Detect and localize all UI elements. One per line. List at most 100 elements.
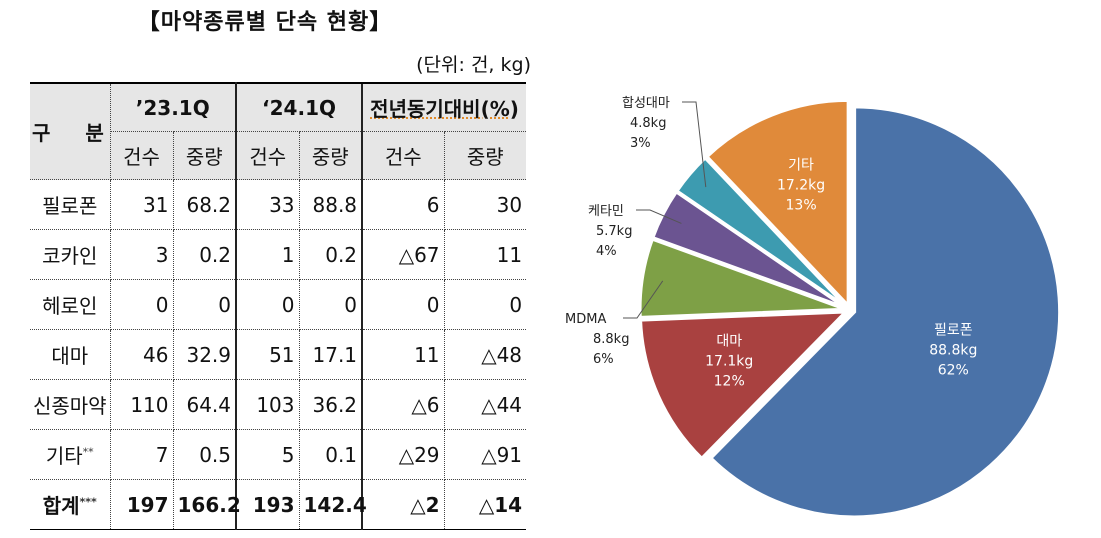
- cell-yw: △91: [444, 429, 527, 480]
- col-weight-24: 중량: [299, 131, 363, 180]
- cell-yc: 0: [361, 279, 445, 330]
- slice-label-percent_label: 13%: [786, 197, 817, 213]
- slice-label-name: 합성대마: [622, 96, 670, 111]
- yoy-header: 전년동기대비(%): [361, 82, 527, 132]
- col-count-yoy: 건수: [361, 131, 445, 180]
- footnote-marker: ***: [79, 495, 97, 509]
- cell-c24: 103: [236, 379, 300, 430]
- cell-yc: △2: [361, 479, 445, 530]
- table-row: 대마 46 32.9 51 17.1 11 △48: [30, 329, 527, 380]
- period-2-header: ‘24.1Q: [236, 82, 363, 132]
- cell-c24: 0: [236, 279, 300, 330]
- row-label-text: 코카인: [42, 244, 98, 268]
- cell-w24: 142.4: [299, 479, 367, 530]
- col-count-24: 건수: [236, 131, 300, 180]
- row-label: 합계***: [30, 479, 111, 530]
- row-label: 대마: [30, 329, 111, 380]
- cell-c23: 46: [110, 329, 174, 380]
- cell-c23: 110: [110, 379, 174, 430]
- cell-c24: 5: [236, 429, 300, 480]
- cell-yc: 11: [361, 329, 445, 380]
- cell-w24: 0.1: [299, 429, 363, 480]
- slice-label-value_label: 17.1kg: [705, 353, 753, 369]
- cell-w24: 88.8: [299, 179, 363, 230]
- cell-w24: 0: [299, 279, 363, 330]
- table-row: 필로폰 31 68.2 33 88.8 6 30: [30, 179, 527, 230]
- cell-w23: 0.5: [173, 429, 238, 480]
- slice-label-name: 케타민: [588, 204, 624, 219]
- slice-label-name: 대마: [716, 333, 742, 349]
- cell-yw: △14: [444, 479, 527, 530]
- cell-c23: 31: [110, 179, 174, 230]
- cell-c23: 197: [110, 479, 174, 530]
- cell-yw: △44: [444, 379, 527, 430]
- slice-label-percent_label: 62%: [938, 362, 969, 378]
- cell-yc: △6: [361, 379, 445, 430]
- leader-line: [682, 101, 707, 188]
- slice-label-name: 필로폰: [934, 322, 973, 338]
- footnote-marker: **: [82, 445, 94, 459]
- row-label-text: 신종마약: [32, 394, 107, 418]
- table-row: 기타** 7 0.5 5 0.1 △29 △91: [30, 429, 527, 480]
- cell-c24: 193: [236, 479, 300, 530]
- yoy-header-text: 전년동기대비(%): [370, 97, 519, 121]
- pie-slice-1: [639, 310, 850, 461]
- drug-stats-table: 구 분 ’23.1Q ‘24.1Q 전년동기대비(%) 건수 중량 건수 중량 …: [30, 82, 527, 530]
- slice-label-value_label: 5.7kg: [596, 224, 632, 239]
- cell-w23: 64.4: [173, 379, 238, 430]
- slice-label-percent_label: 6%: [593, 352, 614, 367]
- cell-w23: 68.2: [173, 179, 238, 230]
- table-row: 신종마약 110 64.4 103 36.2 △6 △44: [30, 379, 527, 430]
- slice-label-value_label: 88.8kg: [929, 342, 977, 358]
- cell-w23: 0.2: [173, 229, 238, 280]
- cell-c23: 3: [110, 229, 174, 280]
- unit-note: (단위: 건, kg): [416, 54, 531, 76]
- row-label-text: 기타: [45, 444, 83, 468]
- row-label-text: 합계: [42, 494, 80, 518]
- row-label-text: 필로폰: [42, 194, 98, 218]
- cell-w24: 36.2: [299, 379, 363, 430]
- cell-yw: △48: [444, 329, 527, 380]
- table-title: 【마약종류별 단속 현황】: [137, 10, 393, 35]
- row-label: 신종마약: [30, 379, 111, 430]
- leader-line: [623, 280, 664, 319]
- pie-slice-2: [638, 237, 846, 319]
- col-weight-23: 중량: [173, 131, 238, 180]
- cell-w23: 32.9: [173, 329, 238, 380]
- cell-c23: 0: [110, 279, 174, 330]
- table-row: 코카인 3 0.2 1 0.2 △67 11: [30, 229, 527, 280]
- cell-yw: 30: [444, 179, 527, 230]
- row-label-text: 헤로인: [42, 294, 98, 318]
- row-label: 기타**: [30, 429, 111, 480]
- slice-label-name: MDMA: [565, 312, 606, 327]
- cell-c24: 51: [236, 329, 300, 380]
- row-header-cell: 구 분: [30, 82, 111, 180]
- slice-label-value_label: 8.8kg: [593, 332, 629, 347]
- cell-w24: 0.2: [299, 229, 363, 280]
- table-row: 헤로인 0 0 0 0 0 0: [30, 279, 527, 330]
- cell-yc: 6: [361, 179, 445, 230]
- row-label: 헤로인: [30, 279, 111, 330]
- col-count-23: 건수: [110, 131, 174, 180]
- cell-yw: 0: [444, 279, 527, 330]
- cell-c24: 33: [236, 179, 300, 230]
- slice-label-value_label: 4.8kg: [630, 116, 666, 131]
- pie-slice-0: [708, 105, 1062, 519]
- leader-line: [636, 209, 682, 224]
- row-label: 코카인: [30, 229, 111, 280]
- cell-yc: △29: [361, 429, 445, 480]
- drug-weight-pie-chart: 필로폰 88.8kg 62% 대마 17.1kg 12% MDMA 8.8kg 6% 케타민 5.7…: [565, 96, 1062, 519]
- slice-label-value_label: 17.2kg: [777, 177, 825, 193]
- cell-c24: 1: [236, 229, 300, 280]
- cell-c23: 7: [110, 429, 174, 480]
- slice-label-percent_label: 4%: [596, 244, 617, 259]
- cell-w23: 0: [173, 279, 238, 330]
- table-subheader-row: 건수 중량 건수 중량 건수 중량: [30, 131, 527, 180]
- col-weight-yoy: 중량: [444, 131, 527, 180]
- slice-label-percent_label: 12%: [714, 373, 745, 389]
- cell-w24: 17.1: [299, 329, 363, 380]
- cell-yw: 11: [444, 229, 527, 280]
- pie-slice-4: [674, 155, 848, 308]
- slice-label-percent_label: 3%: [630, 136, 651, 151]
- row-label: 필로폰: [30, 179, 111, 230]
